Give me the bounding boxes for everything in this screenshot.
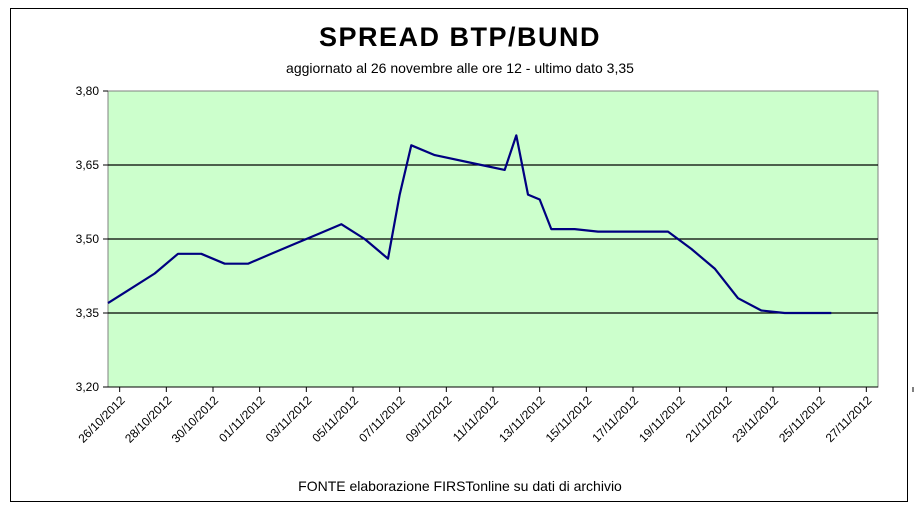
- x-tick-label: 09/11/2012: [403, 393, 455, 445]
- y-tick-label: 3,35: [76, 306, 100, 320]
- x-tick-label: 26/10/2012: [75, 393, 128, 446]
- source-note: FONTE elaborazione FIRSTonline su dati d…: [298, 478, 622, 494]
- x-tick-label: 01/11/2012: [216, 393, 268, 445]
- x-tick-label: 11/11/2012: [450, 393, 501, 444]
- x-tick-label: 17/11/2012: [589, 393, 641, 445]
- x-tick-label: 23/11/2012: [729, 393, 781, 445]
- x-tick-label: 21/11/2012: [683, 393, 735, 445]
- y-tick-label: 3,50: [76, 232, 100, 246]
- chart-subtitle: aggiornato al 26 novembre alle ore 12 - …: [286, 60, 634, 76]
- x-tick-label: 15/11/2012: [543, 393, 595, 445]
- y-tick-label: 3,20: [76, 380, 100, 394]
- x-tick-label: 30/10/2012: [169, 393, 222, 446]
- series-line: [107, 134, 832, 315]
- gridlines: [108, 164, 878, 314]
- x-tick-label: 19/11/2012: [636, 393, 688, 445]
- x-tick-label: 25/11/2012: [776, 393, 828, 445]
- x-tick-label: 28/10/2012: [122, 393, 175, 446]
- x-axis: 26/10/201228/10/201230/10/201201/11/2012…: [75, 386, 914, 446]
- x-tick-label: 07/11/2012: [356, 393, 408, 445]
- x-tick-label: 27/11/2012: [823, 393, 875, 445]
- y-tick-label: 3,65: [76, 158, 100, 172]
- chart-title: SPREAD BTP/BUND: [318, 22, 602, 52]
- x-tick-label: 13/11/2012: [496, 393, 548, 445]
- y-tick-label: 3,80: [76, 84, 100, 98]
- y-axis: 3,20 3,35 3,50 3,65 3,80: [76, 84, 108, 394]
- x-tick-label: 03/11/2012: [263, 393, 315, 445]
- x-tick-label: 05/11/2012: [309, 393, 361, 445]
